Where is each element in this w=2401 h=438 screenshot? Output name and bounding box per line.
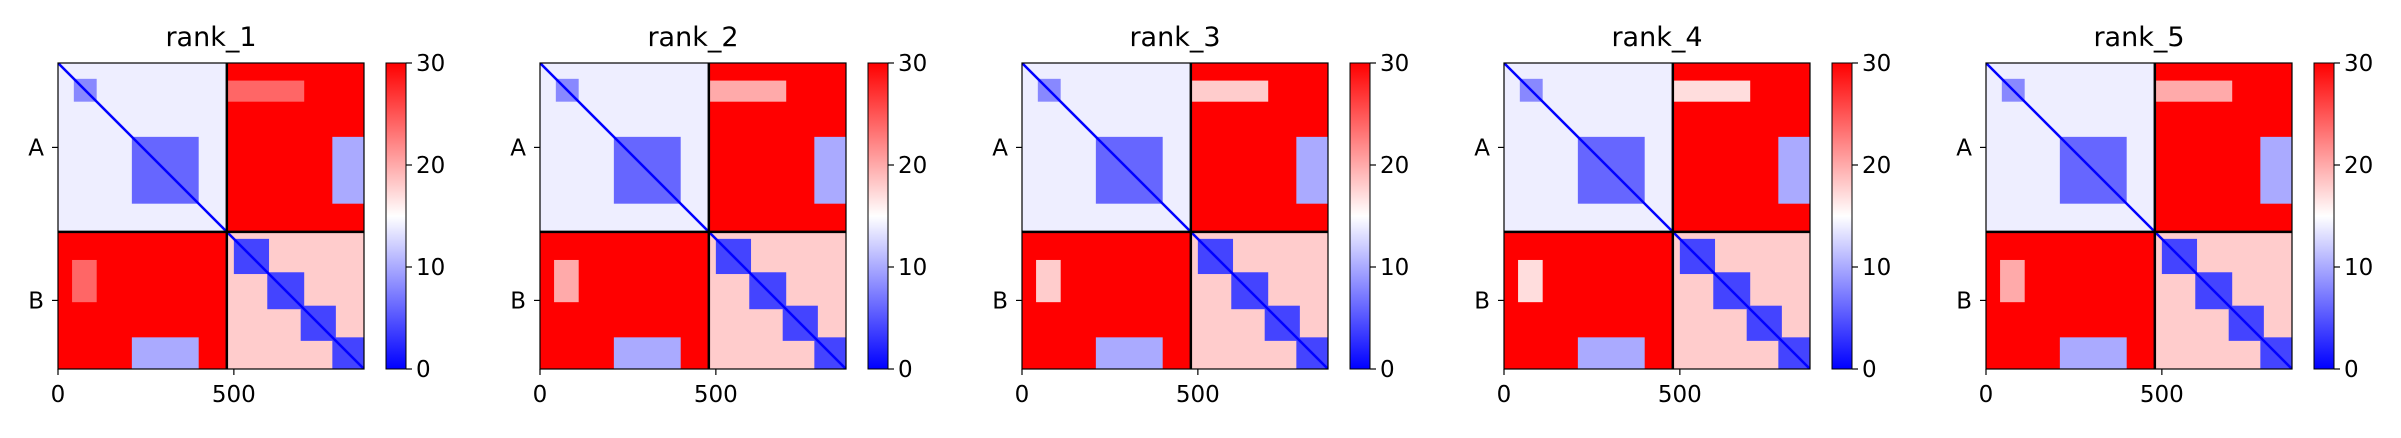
pae-block — [708, 80, 787, 102]
axes-frame — [1021, 62, 1329, 370]
pae-block — [131, 337, 199, 369]
panel-title: rank_3 — [1129, 22, 1220, 53]
colorbar-tick-label: 0 — [1380, 357, 1395, 383]
colorbar — [1831, 62, 1853, 370]
y-tick-label: A — [1474, 135, 1490, 161]
pae-block — [2260, 136, 2292, 204]
x-tick-label: 500 — [1176, 382, 1220, 408]
pae-block — [1095, 337, 1163, 369]
x-tick-label: 0 — [1015, 382, 1030, 408]
diagonal — [540, 63, 846, 369]
colorbar — [1349, 62, 1371, 370]
panel-rank_1: rank_1 0 500 A B 0 10 20 30 — [28, 22, 445, 408]
colorbar-tick-label: 10 — [898, 255, 927, 281]
pae-block — [1518, 259, 1543, 303]
panel-rank_5: rank_5 0 500 A B 0 10 20 30 — [1956, 22, 2373, 408]
panel-title: rank_4 — [1611, 22, 1702, 53]
pae-block — [1296, 136, 1328, 204]
colorbar-tick-label: 20 — [1862, 153, 1891, 179]
pae-block — [1190, 80, 1269, 102]
heatmap — [58, 63, 364, 369]
panel-title: rank_2 — [647, 22, 738, 53]
x-tick-label: 500 — [2140, 382, 2184, 408]
y-tick-label: A — [1956, 135, 1972, 161]
colorbar-tick-label: 0 — [898, 357, 913, 383]
x-tick-label: 0 — [51, 382, 66, 408]
x-tick-label: 500 — [1658, 382, 1702, 408]
y-tick-label: B — [1956, 288, 1972, 314]
pae-block — [1778, 136, 1810, 204]
axes-frame — [539, 62, 847, 370]
y-tick-label: A — [510, 135, 526, 161]
x-tick-label: 500 — [694, 382, 738, 408]
pae-block — [1672, 80, 1751, 102]
y-tick-label: B — [510, 288, 526, 314]
panel-rank_3: rank_3 0 500 A B 0 10 20 30 — [992, 22, 1409, 408]
panel-rank_4: rank_4 0 500 A B 0 10 20 30 — [1474, 22, 1891, 408]
x-tick-label: 0 — [1979, 382, 1994, 408]
heatmap — [1504, 63, 1810, 369]
y-tick-label: A — [992, 135, 1008, 161]
colorbar-tick-label: 0 — [416, 357, 431, 383]
colorbar-tick-label: 30 — [1380, 51, 1409, 77]
pae-block — [2154, 80, 2233, 102]
diagonal — [1504, 63, 1810, 369]
x-tick-label: 0 — [1497, 382, 1512, 408]
colorbar-tick-label: 30 — [898, 51, 927, 77]
pae-block — [2000, 259, 2025, 303]
heatmap — [540, 63, 846, 369]
pae-block — [1577, 337, 1645, 369]
pae-block — [554, 259, 579, 303]
colorbar-tick-label: 20 — [1380, 153, 1409, 179]
axes-frame — [57, 62, 365, 370]
colorbar-tick-label: 20 — [898, 153, 927, 179]
x-tick-label: 500 — [212, 382, 256, 408]
y-tick-label: A — [28, 135, 44, 161]
colorbar-tick-label: 10 — [416, 255, 445, 281]
colorbar — [867, 62, 889, 370]
colorbar-tick-label: 10 — [1380, 255, 1409, 281]
colorbar-tick-label: 30 — [416, 51, 445, 77]
colorbar — [385, 62, 407, 370]
panel-title: rank_1 — [165, 22, 256, 53]
axes-frame — [1985, 62, 2293, 370]
colorbar — [2313, 62, 2335, 370]
colorbar-tick-label: 10 — [2344, 255, 2373, 281]
colorbar-tick-label: 30 — [2344, 51, 2373, 77]
diagonal — [58, 63, 364, 369]
colorbar-tick-label: 30 — [1862, 51, 1891, 77]
colorbar-tick-label: 0 — [1862, 357, 1877, 383]
colorbar-tick-label: 0 — [2344, 357, 2359, 383]
pae-block — [226, 80, 305, 102]
colorbar-tick-label: 10 — [1862, 255, 1891, 281]
diagonal — [1022, 63, 1328, 369]
pae-block — [72, 259, 97, 303]
y-tick-label: B — [28, 288, 44, 314]
x-tick-label: 0 — [533, 382, 548, 408]
diagonal — [1986, 63, 2292, 369]
pae-block — [2059, 337, 2127, 369]
pae-block — [332, 136, 364, 204]
y-tick-label: B — [1474, 288, 1490, 314]
heatmap — [1022, 63, 1328, 369]
pae-block — [814, 136, 846, 204]
panel-rank_2: rank_2 0 500 A B 0 10 20 30 — [510, 22, 927, 408]
y-tick-label: B — [992, 288, 1008, 314]
panel-title: rank_5 — [2093, 22, 2184, 53]
colorbar-tick-label: 20 — [2344, 153, 2373, 179]
axes-frame — [1503, 62, 1811, 370]
colorbar-tick-label: 20 — [416, 153, 445, 179]
heatmap — [1986, 63, 2292, 369]
pae-block — [613, 337, 681, 369]
pae-block — [1036, 259, 1061, 303]
